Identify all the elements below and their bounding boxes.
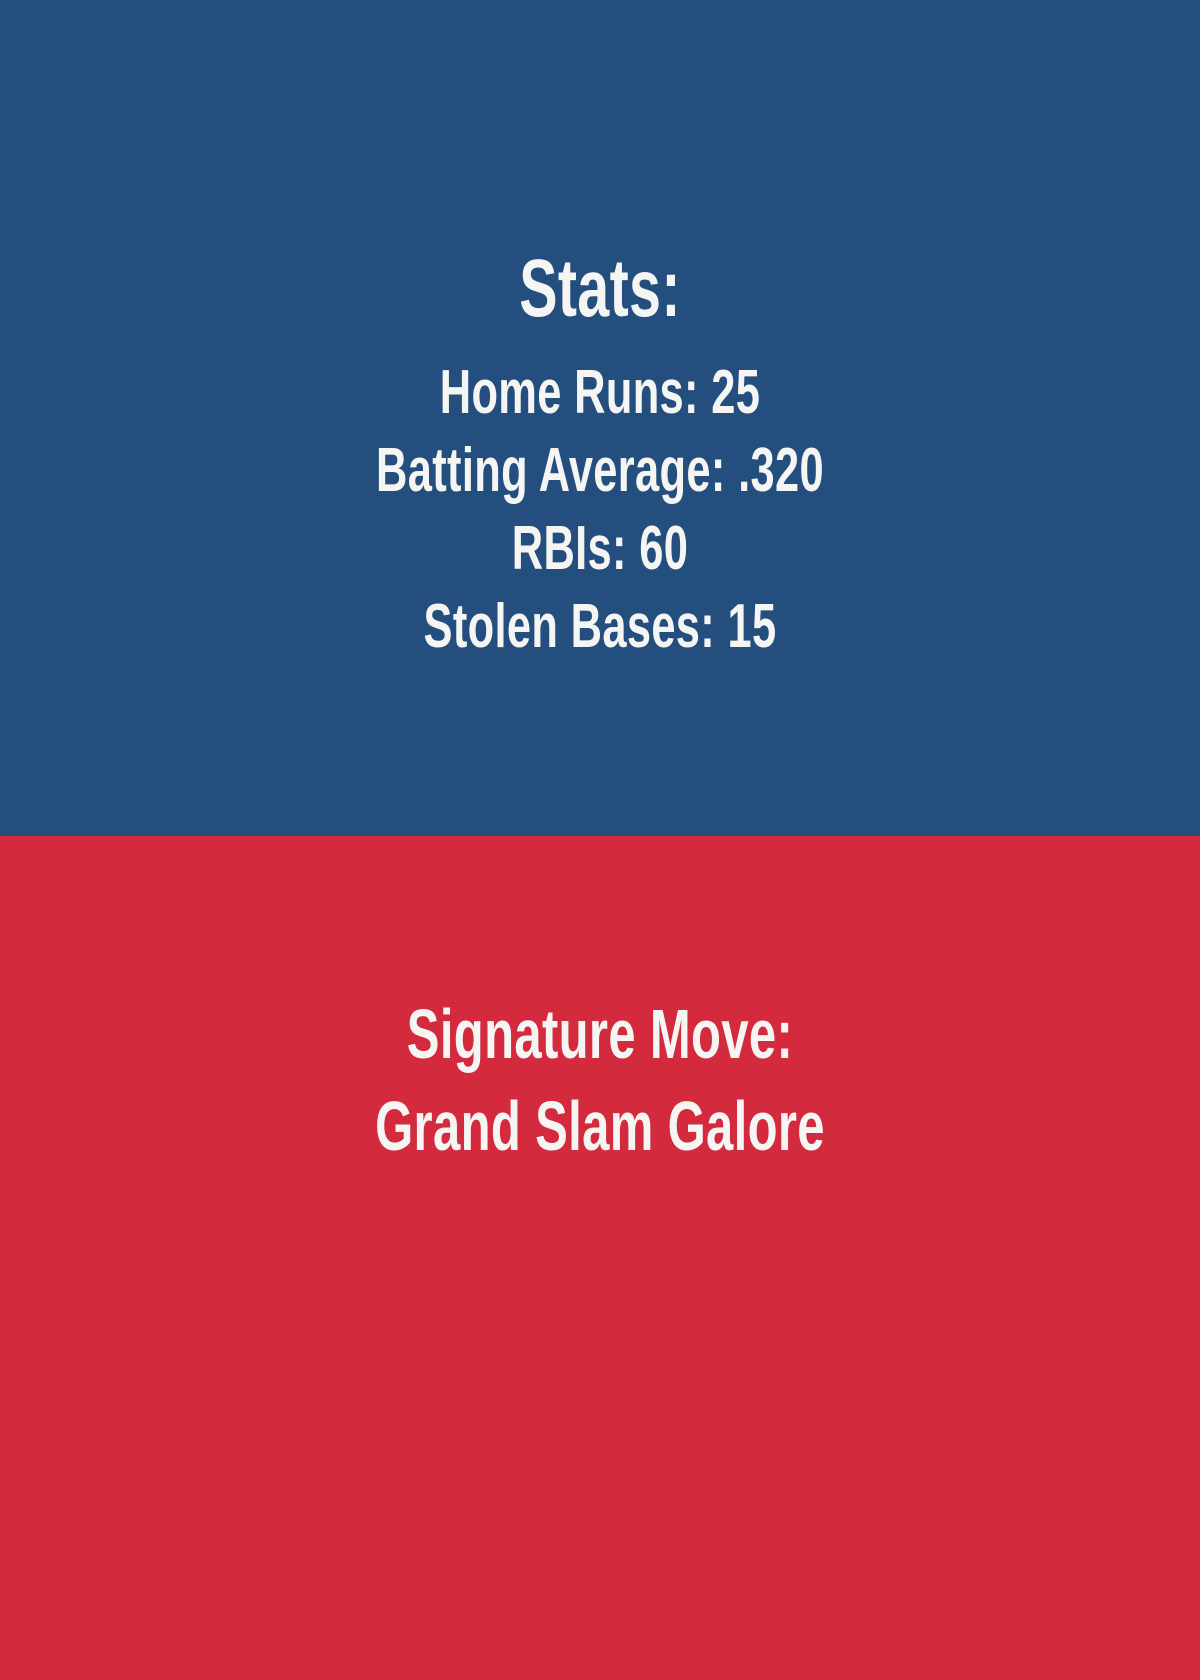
signature-block: Signature Move: Grand Slam Galore	[0, 988, 1200, 1172]
stat-batting-average: Batting Average: .320	[376, 436, 824, 505]
stats-panel: Stats: Home Runs: 25 Batting Average: .3…	[0, 0, 1200, 836]
stat-rbis: RBIs: 60	[511, 514, 689, 583]
signature-panel: Signature Move: Grand Slam Galore	[0, 836, 1200, 1680]
stat-stolen-bases: Stolen Bases: 15	[423, 592, 777, 661]
stats-title: Stats:	[519, 242, 681, 334]
signature-move-label: Signature Move:	[406, 995, 794, 1073]
stats-list: Home Runs: 25 Batting Average: .320 RBIs…	[0, 354, 1200, 666]
signature-move-name: Grand Slam Galore	[375, 1087, 825, 1165]
stat-home-runs: Home Runs: 25	[439, 358, 761, 427]
